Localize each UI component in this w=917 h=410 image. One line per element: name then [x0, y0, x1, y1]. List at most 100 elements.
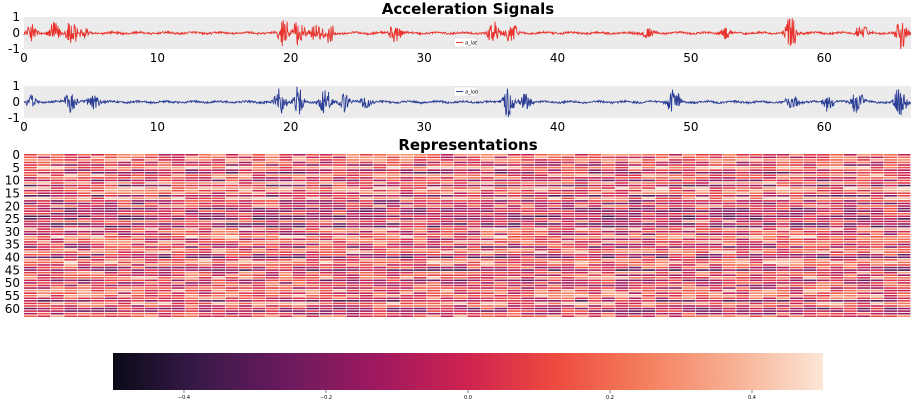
heatmap-cell: [776, 248, 790, 251]
heatmap-cell: [897, 241, 911, 243]
heatmap-cell: [77, 238, 91, 241]
heatmap-cell: [790, 207, 803, 210]
heatmap-cell: [682, 169, 696, 171]
heatmap-cell: [427, 159, 441, 161]
heatmap-cell: [104, 187, 118, 189]
heatmap-cell: [884, 215, 897, 218]
heatmap-cell: [776, 184, 790, 187]
heatmap-cell: [575, 256, 588, 259]
heatmap-cell: [736, 225, 750, 228]
heatmap-cell: [561, 220, 575, 223]
heatmap-cell: [306, 210, 320, 212]
heatmap-cell: [655, 279, 669, 282]
heatmap-cell: [722, 187, 736, 189]
heatmap-cell: [427, 195, 441, 197]
heatmap-cell: [158, 197, 172, 200]
heatmap-cell: [548, 307, 561, 310]
heatmap-cell: [198, 207, 212, 210]
heatmap-cell: [265, 192, 279, 195]
heatmap-cell: [118, 284, 131, 287]
heatmap-cell: [615, 174, 629, 177]
heatmap-cell: [454, 205, 467, 207]
heatmap-cell: [548, 177, 561, 179]
heatmap-cell: [413, 279, 427, 282]
heatmap-cell: [185, 171, 199, 174]
heatmap-cell: [480, 179, 494, 182]
heatmap-cell: [843, 159, 857, 161]
heatmap-cell: [239, 228, 252, 230]
heatmap-cell: [682, 218, 696, 220]
heatmap-cell: [843, 236, 857, 238]
heatmap-cell: [131, 256, 145, 259]
heatmap-cell: [158, 156, 172, 159]
heatmap-cell: [507, 292, 521, 294]
heatmap-cell: [870, 243, 884, 246]
lat-y-tick-2: 1: [12, 10, 20, 24]
heatmap-cell: [50, 187, 64, 189]
heatmap-cell: [359, 315, 373, 318]
heatmap-cell: [185, 261, 199, 264]
heatmap-cell: [494, 287, 508, 289]
heatmap-cell: [763, 310, 777, 312]
heatmap-y-tick-1: 5: [12, 161, 20, 175]
heatmap-cell: [816, 292, 830, 294]
heatmap-cell: [427, 156, 441, 159]
heatmap-cell: [64, 233, 78, 236]
heatmap-cell: [494, 246, 508, 248]
heatmap-cell: [131, 164, 145, 166]
heatmap-cell: [427, 282, 441, 284]
heatmap-cell: [413, 310, 427, 312]
heatmap-cell: [359, 269, 373, 271]
heatmap-cell: [494, 200, 508, 202]
heatmap-cell: [655, 171, 669, 174]
heatmap-cell: [64, 271, 78, 274]
heatmap-cell: [346, 238, 360, 241]
heatmap-cell: [212, 315, 225, 318]
heatmap-cell: [830, 266, 844, 269]
heatmap-cell: [803, 289, 817, 292]
heatmap-cell: [265, 315, 279, 318]
heatmap-cell: [413, 154, 427, 156]
heatmap-cell: [440, 195, 454, 197]
heatmap-cell: [534, 182, 548, 184]
heatmap-cell: [212, 307, 225, 310]
heatmap-cell: [830, 253, 844, 256]
heatmap-cell: [306, 184, 320, 187]
heatmap-cell: [373, 246, 387, 248]
heatmap-cell: [306, 287, 320, 289]
heatmap-cell: [292, 294, 306, 297]
heatmap-cell: [333, 192, 346, 195]
heatmap-cell: [736, 212, 750, 215]
heatmap-cell: [91, 184, 105, 187]
heatmap-cell: [454, 212, 467, 215]
heatmap-cell: [427, 246, 441, 248]
heatmap-cell: [803, 174, 817, 177]
heatmap-cell: [534, 166, 548, 169]
heatmap-cell: [494, 156, 508, 159]
heatmap-cell: [830, 156, 844, 159]
heatmap-cell: [897, 269, 911, 271]
heatmap-cell: [776, 166, 790, 169]
heatmap-cell: [225, 274, 239, 277]
heatmap-cell: [104, 266, 118, 269]
heatmap-cell: [118, 156, 131, 159]
heatmap-cell: [763, 228, 777, 230]
heatmap-cell: [776, 218, 790, 220]
heatmap-cell: [507, 179, 521, 182]
heatmap-cell: [897, 177, 911, 179]
heatmap-cell: [803, 223, 817, 225]
heatmap-cell: [548, 274, 561, 277]
heatmap-cell: [669, 220, 682, 223]
heatmap-cell: [548, 210, 561, 212]
heatmap-cell: [212, 294, 225, 297]
heatmap-cell: [494, 253, 508, 256]
heatmap-cell: [534, 269, 548, 271]
heatmap-cell: [655, 246, 669, 248]
heatmap-cell: [77, 305, 91, 307]
heatmap-cell: [480, 205, 494, 207]
heatmap-cell: [373, 310, 387, 312]
heatmap-cell: [494, 241, 508, 243]
heatmap-cell: [91, 189, 105, 192]
heatmap-cell: [292, 223, 306, 225]
heatmap-cell: [64, 156, 78, 159]
